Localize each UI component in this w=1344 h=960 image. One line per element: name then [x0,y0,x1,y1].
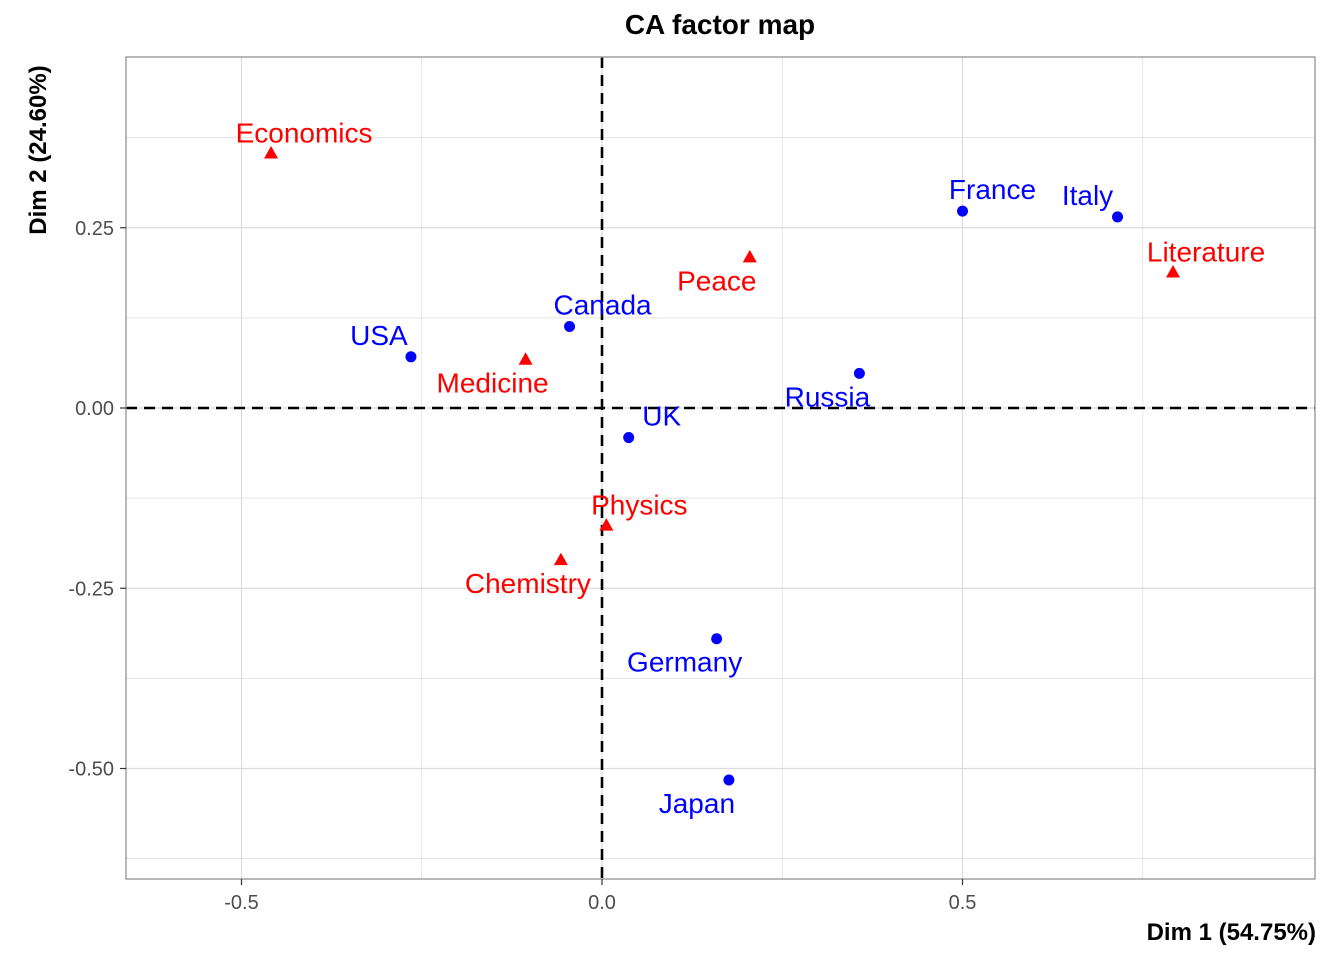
y-tick-label: 0.25 [75,218,114,240]
point-uk [623,432,635,444]
y-tick-label: 0.00 [75,398,114,420]
label-uk: UK [642,401,681,432]
reference-lines [126,57,1315,879]
label-canada: Canada [554,290,653,321]
point-france [957,205,968,217]
label-chemistry: Chemistry [465,568,591,599]
label-france: France [949,174,1036,205]
label-italy: Italy [1062,180,1113,211]
point-medicine [518,352,533,365]
label-physics: Physics [591,490,687,521]
point-germany [711,633,723,645]
point-economics [264,146,279,159]
grid-lines [126,57,1315,879]
x-tick-label: 0.0 [588,892,616,914]
label-usa: USA [350,320,408,351]
x-tick-label: 0.5 [949,892,977,914]
label-japan: Japan [659,788,735,819]
label-germany: Germany [627,647,742,678]
x-tick-label: -0.5 [224,892,258,914]
point-japan [723,774,735,786]
point-usa [405,351,417,363]
point-canada [564,321,576,333]
point-peace [742,249,757,263]
label-peace: Peace [677,265,756,296]
chart-title: CA factor map [625,9,815,40]
x-axis-title: Dim 1 (54.75%) [1147,919,1316,946]
y-tick-label: -0.50 [68,759,114,781]
point-literature [1166,265,1181,278]
label-economics: Economics [236,117,373,148]
panel-border [125,56,1316,880]
point-physics [599,518,614,531]
axis-ticks: -0.5 0.0 0.5 0.25 0.00 -0.25 -0.50 [68,218,976,914]
point-russia [853,367,865,379]
point-chemistry [553,552,568,566]
label-literature: Literature [1147,236,1265,267]
point-italy [1112,211,1124,223]
label-medicine: Medicine [437,368,549,399]
y-tick-label: -0.25 [68,578,114,600]
y-axis-title: Dim 2 (24.60%) [25,65,52,234]
data-points: France Italy Canada USA Russia UK Germany Japan… [236,117,1266,819]
label-russia: Russia [785,381,871,412]
